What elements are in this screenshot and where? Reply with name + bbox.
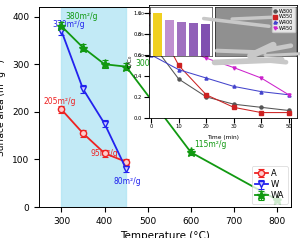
W300 [149,41,153,44]
X-axis label: Temperature (°C): Temperature (°C) [120,231,210,238]
W400 [149,54,153,56]
Line: W300: W300 [150,41,290,112]
W350 [287,111,290,114]
Text: 80m²/g: 80m²/g [113,177,141,186]
W450 [232,66,236,69]
W450 [177,45,181,48]
W350 [177,64,181,67]
W300 [287,109,290,112]
W450 [205,57,208,60]
W400 [177,68,181,71]
Line: W400: W400 [150,54,290,96]
Legend: A, W, WA: A, W, WA [252,166,288,204]
W400 [232,85,236,88]
W400 [260,90,263,93]
W400 [205,77,208,79]
W350 [205,93,208,96]
Text: 370m²/g: 370m²/g [52,20,85,29]
W350 [232,106,236,109]
W300 [232,103,236,106]
W450 [287,93,290,96]
Y-axis label: C/C₀: C/C₀ [128,55,133,68]
W450 [260,77,263,79]
Text: 95m²/g: 95m²/g [91,149,118,158]
W400 [287,93,290,96]
W350 [149,12,153,15]
W450 [149,24,153,27]
Legend: W300, W350, W400, W450: W300, W350, W400, W450 [272,7,295,32]
Line: W450: W450 [150,24,290,96]
W300 [205,95,208,98]
Text: 115m²/g: 115m²/g [194,140,227,149]
Line: W350: W350 [150,12,290,114]
Text: 205m²/g: 205m²/g [43,97,76,106]
X-axis label: Time (min): Time (min) [207,135,239,140]
Y-axis label: Surface area (m² g⁻¹): Surface area (m² g⁻¹) [0,59,7,156]
Text: 300m²/g: 300m²/g [136,59,168,68]
W350 [260,111,263,114]
W300 [260,106,263,109]
Bar [61,7,126,207]
W300 [177,78,181,80]
Text: 380m²/g: 380m²/g [66,12,98,21]
